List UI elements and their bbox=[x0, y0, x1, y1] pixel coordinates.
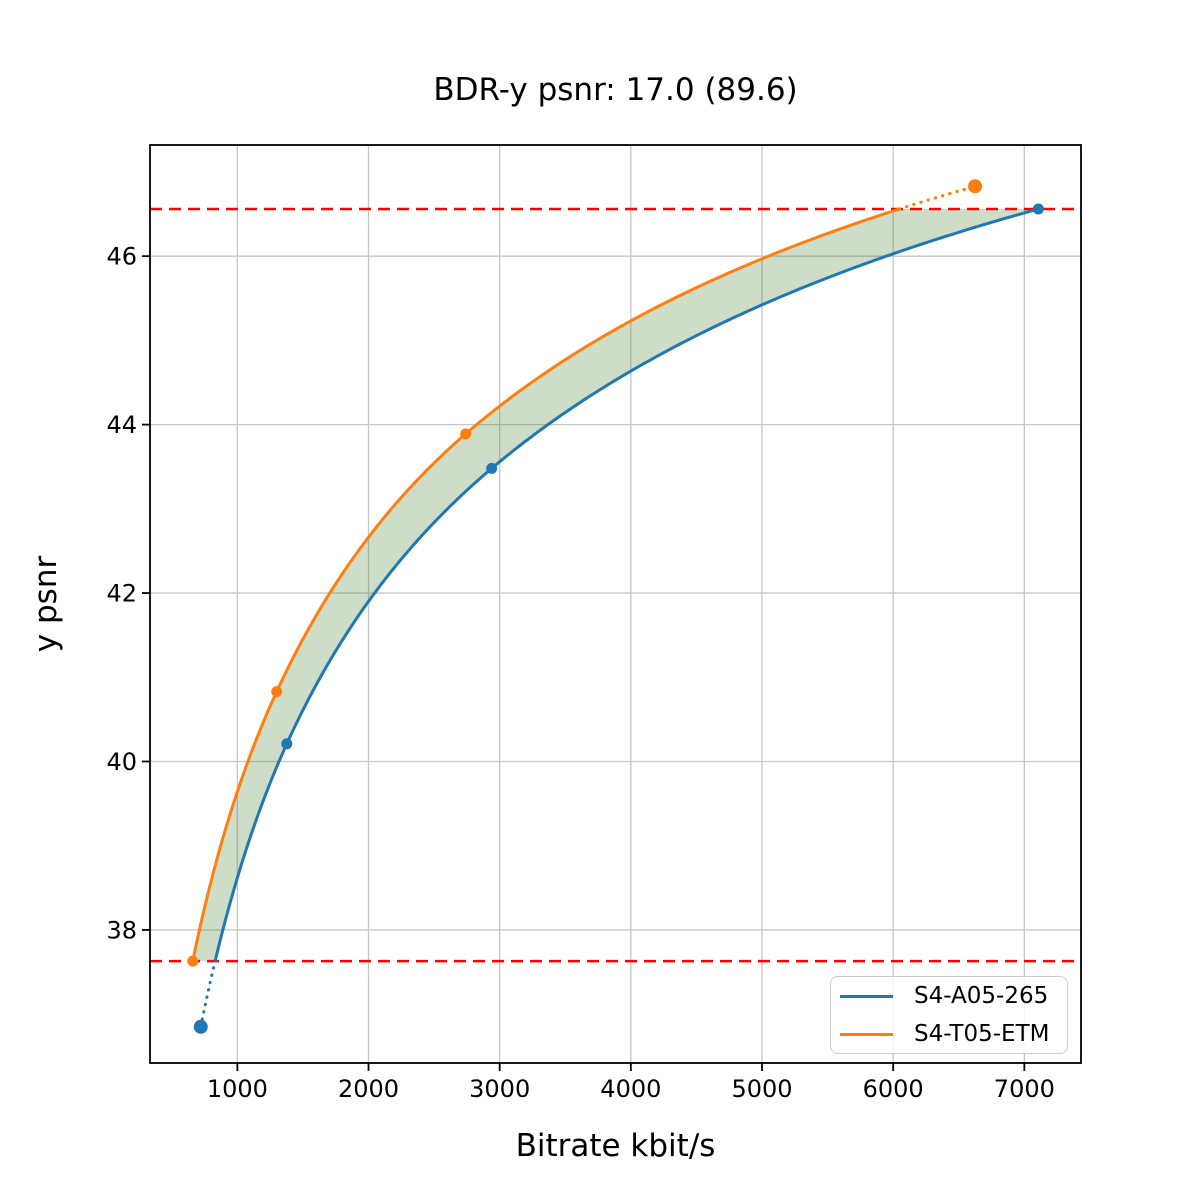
data-point-marker bbox=[486, 462, 498, 474]
y-tick-label: 44 bbox=[106, 411, 137, 439]
y-tick-label: 40 bbox=[106, 748, 137, 776]
series-curve bbox=[191, 207, 900, 962]
legend: S4-A05-265 S4-T05-ETM bbox=[830, 976, 1068, 1054]
y-tick-label: 42 bbox=[106, 580, 137, 608]
legend-line-swatch-icon bbox=[840, 994, 893, 998]
x-tick-label: 4000 bbox=[600, 1075, 661, 1103]
legend-line-swatch-icon bbox=[840, 1032, 893, 1036]
data-point-marker bbox=[187, 955, 199, 967]
overlap-fill-area bbox=[192, 209, 1039, 962]
x-tick-label: 7000 bbox=[994, 1075, 1055, 1103]
data-point-marker bbox=[193, 1019, 208, 1034]
x-tick-label: 2000 bbox=[338, 1075, 399, 1103]
x-tick-label: 3000 bbox=[469, 1075, 530, 1103]
legend-label: S4-T05-ETM bbox=[914, 1021, 1050, 1047]
x-tick-label: 6000 bbox=[863, 1075, 924, 1103]
axes-spine bbox=[149, 144, 1082, 1064]
data-point-marker bbox=[271, 686, 283, 698]
legend-item[interactable]: S4-A05-265 bbox=[831, 977, 1067, 1015]
legend-label: S4-A05-265 bbox=[914, 983, 1049, 1009]
legend-item[interactable]: S4-T05-ETM bbox=[831, 1015, 1067, 1053]
x-tick-label: 5000 bbox=[731, 1075, 792, 1103]
chart-title: BDR-y psnr: 17.0 (89.6) bbox=[433, 72, 798, 108]
series-curve-extension bbox=[897, 184, 977, 211]
data-point-marker bbox=[460, 428, 472, 440]
data-point-marker bbox=[968, 179, 983, 194]
x-tick-label: 1000 bbox=[207, 1075, 268, 1103]
data-point-marker bbox=[281, 738, 293, 750]
series-curve-extension bbox=[199, 959, 217, 1029]
y-tick-label: 38 bbox=[106, 916, 137, 944]
x-axis-label: Bitrate kbit/s bbox=[515, 1128, 716, 1164]
data-point-marker bbox=[1032, 203, 1044, 215]
y-tick-label: 46 bbox=[106, 243, 137, 271]
series-curve bbox=[213, 207, 1039, 962]
